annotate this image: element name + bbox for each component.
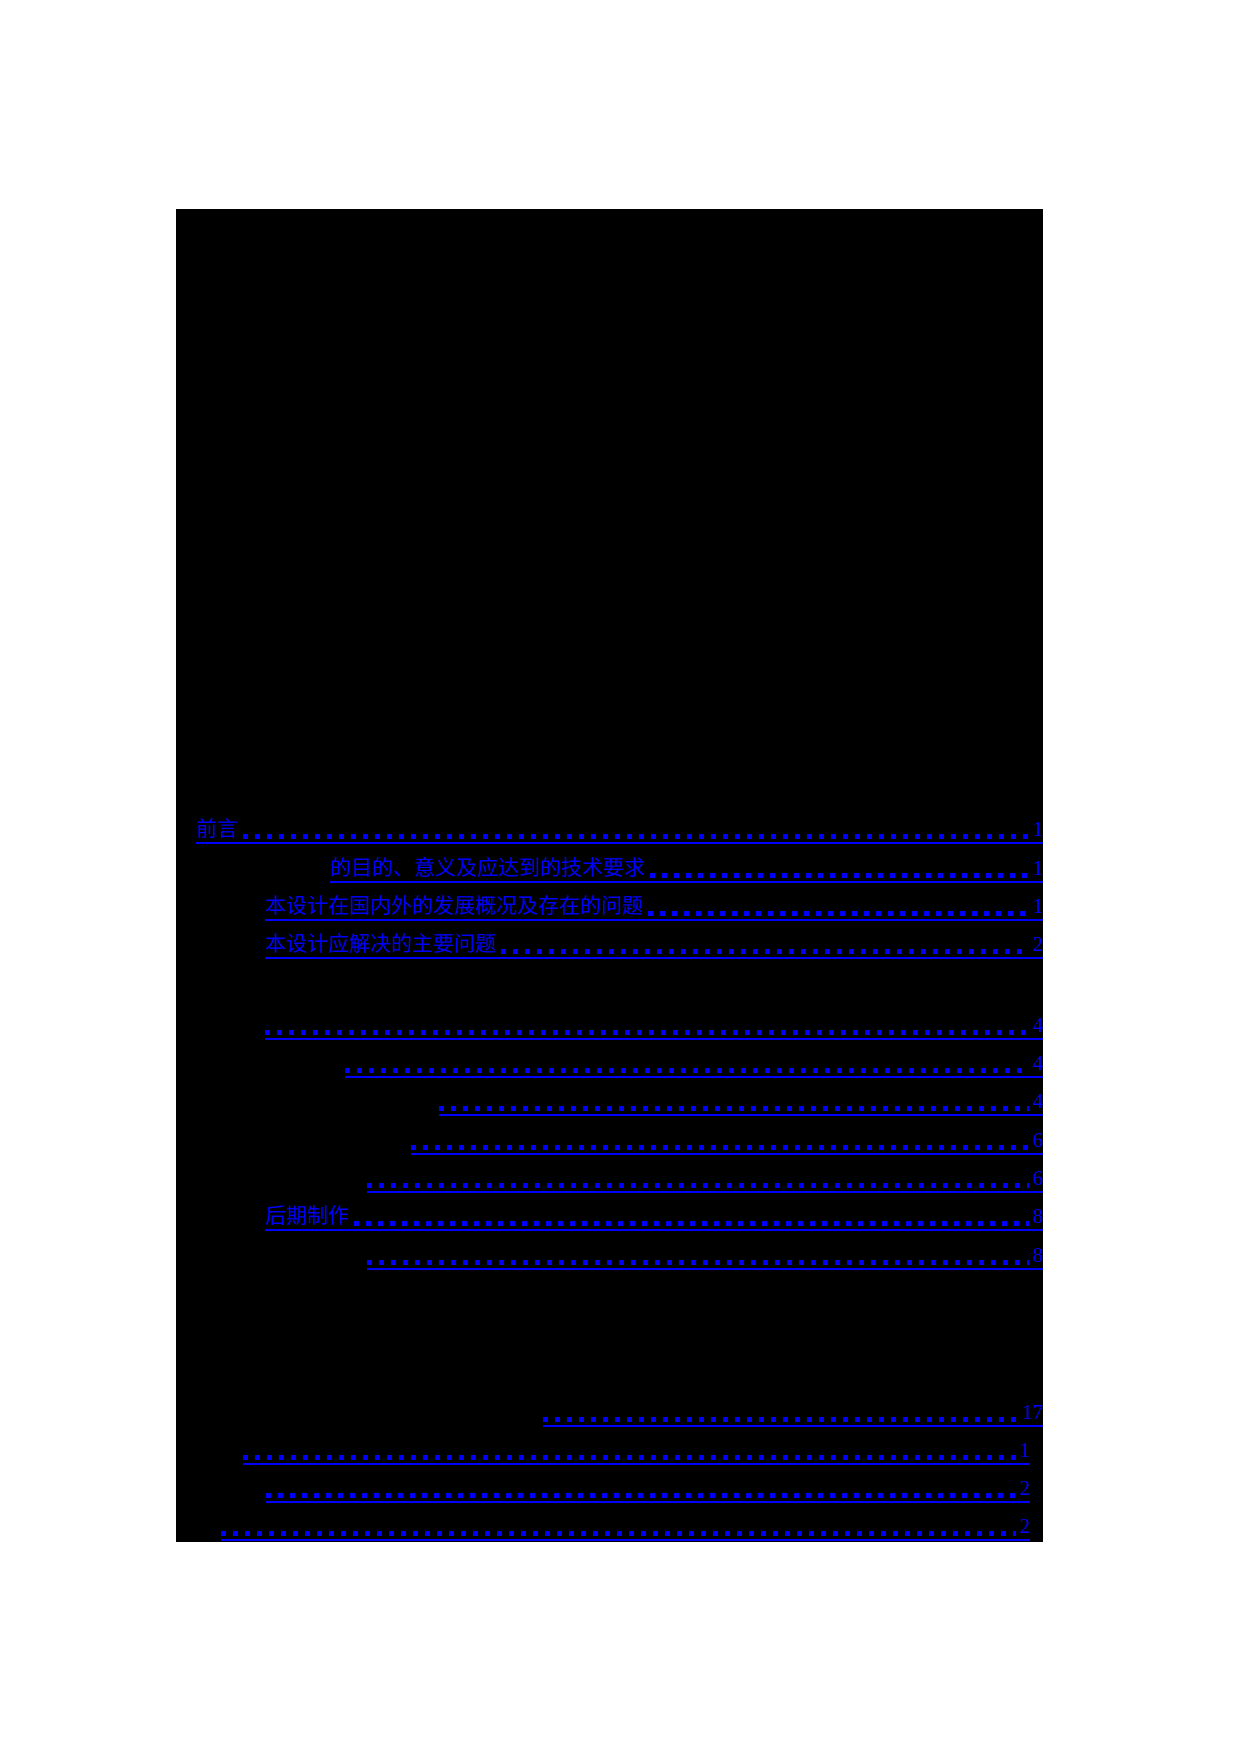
toc-entry[interactable]: 后期制作 8 (265, 1201, 1043, 1231)
toc-entry[interactable]: 1 (243, 1435, 1030, 1465)
dotted-leader (243, 1455, 1016, 1460)
toc-page-number: 1 (1019, 1438, 1031, 1462)
toc-page-number: 4 (1032, 1051, 1044, 1075)
toc-page-number: 4 (1032, 1089, 1044, 1113)
toc-page-number: 1 (1032, 817, 1044, 841)
dotted-leader (221, 1531, 1016, 1536)
dotted-leader (543, 1417, 1018, 1422)
toc-entry[interactable]: 8 (367, 1240, 1043, 1270)
document-content-panel: 前言 1 的目的、意义及应达到的技术要求 1 本设计在国内外的发展概况及存在的问… (176, 209, 1043, 1542)
dotted-leader (345, 1068, 1029, 1073)
dotted-leader (243, 834, 1029, 839)
dotted-leader (411, 1145, 1029, 1150)
toc-entry[interactable]: 前言 1 (196, 814, 1043, 844)
toc-entry[interactable]: 本设计应解决的主要问题 2 (265, 929, 1043, 959)
toc-page-number: 2 (1019, 1514, 1031, 1538)
toc-entry-label: 本设计应解决的主要问题 (265, 932, 496, 956)
dotted-leader (650, 873, 1029, 878)
toc-entry[interactable]: 2 (221, 1511, 1030, 1541)
dotted-leader (648, 911, 1029, 916)
dotted-leader (367, 1260, 1029, 1265)
dotted-leader (265, 1030, 1029, 1035)
toc-entry[interactable]: 2 (266, 1473, 1030, 1503)
toc-page-number: 6 (1032, 1128, 1044, 1152)
toc-page-number: 8 (1032, 1243, 1044, 1267)
toc-entry[interactable]: 4 (265, 1010, 1043, 1040)
toc-entry[interactable]: 6 (367, 1163, 1043, 1193)
toc-page-number: 4 (1032, 1013, 1044, 1037)
dotted-leader (367, 1183, 1029, 1188)
toc-entry[interactable]: 的目的、意义及应达到的技术要求 1 (330, 853, 1043, 883)
dotted-leader (439, 1106, 1029, 1111)
toc-page-number: 2 (1019, 1476, 1031, 1500)
toc-entry-label: 前言 (196, 817, 238, 841)
toc-entry[interactable]: 本设计在国内外的发展概况及存在的问题 1 (265, 891, 1043, 921)
toc-page-number: 8 (1032, 1204, 1044, 1228)
toc-page-number: 6 (1032, 1166, 1044, 1190)
dotted-leader (266, 1493, 1016, 1498)
dotted-leader (354, 1221, 1029, 1226)
dotted-leader (501, 949, 1029, 954)
toc-page-number: 17 (1022, 1400, 1043, 1424)
toc-entry[interactable]: 4 (439, 1086, 1043, 1116)
toc-page-number: 1 (1032, 856, 1044, 880)
toc-entry[interactable]: 17 (543, 1397, 1043, 1427)
toc-entry-label: 本设计在国内外的发展概况及存在的问题 (265, 894, 643, 918)
toc-entry-label: 的目的、意义及应达到的技术要求 (330, 856, 645, 880)
toc-page-number: 1 (1032, 894, 1044, 918)
toc-page-number: 2 (1032, 932, 1044, 956)
toc-entry-label: 后期制作 (265, 1204, 349, 1228)
toc-entry[interactable]: 4 (345, 1048, 1043, 1078)
toc-entry[interactable]: 6 (411, 1125, 1043, 1155)
